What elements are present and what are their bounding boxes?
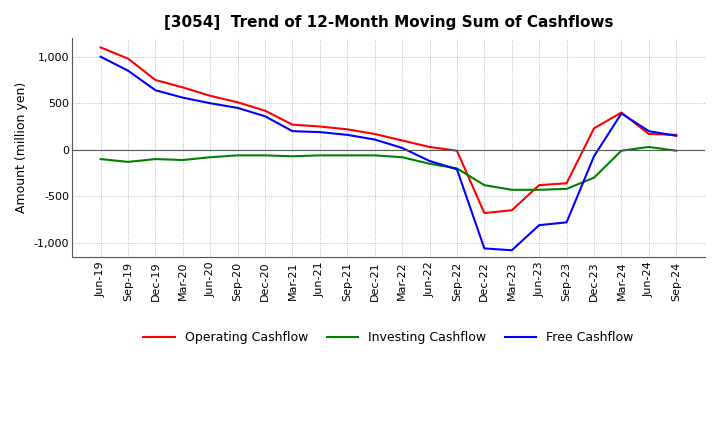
Free Cashflow — [96, 54, 105, 59]
Free Cashflow — [288, 128, 297, 134]
Operating Cashflow — [179, 85, 187, 90]
Free Cashflow — [398, 145, 407, 150]
Operating Cashflow — [288, 122, 297, 127]
Line: Investing Cashflow: Investing Cashflow — [101, 147, 676, 190]
Free Cashflow — [480, 246, 489, 251]
Free Cashflow — [562, 220, 571, 225]
Free Cashflow — [426, 158, 434, 164]
Investing Cashflow — [343, 153, 351, 158]
Free Cashflow — [315, 129, 324, 135]
Operating Cashflow — [426, 144, 434, 150]
Free Cashflow — [644, 128, 653, 134]
Legend: Operating Cashflow, Investing Cashflow, Free Cashflow: Operating Cashflow, Investing Cashflow, … — [138, 326, 639, 349]
Line: Free Cashflow: Free Cashflow — [101, 57, 676, 250]
Free Cashflow — [151, 88, 160, 93]
Free Cashflow — [508, 248, 516, 253]
Investing Cashflow — [151, 157, 160, 162]
Free Cashflow — [233, 105, 242, 110]
Investing Cashflow — [233, 153, 242, 158]
Operating Cashflow — [672, 132, 680, 138]
Operating Cashflow — [508, 208, 516, 213]
Operating Cashflow — [590, 126, 598, 131]
Free Cashflow — [617, 111, 626, 116]
Investing Cashflow — [261, 153, 269, 158]
Investing Cashflow — [398, 154, 407, 160]
Operating Cashflow — [233, 100, 242, 105]
Y-axis label: Amount (million yen): Amount (million yen) — [15, 82, 28, 213]
Free Cashflow — [124, 68, 132, 73]
Free Cashflow — [370, 137, 379, 142]
Operating Cashflow — [562, 181, 571, 186]
Operating Cashflow — [644, 131, 653, 136]
Investing Cashflow — [480, 183, 489, 188]
Operating Cashflow — [617, 110, 626, 115]
Operating Cashflow — [96, 45, 105, 50]
Investing Cashflow — [288, 154, 297, 159]
Investing Cashflow — [535, 187, 544, 192]
Operating Cashflow — [453, 148, 462, 154]
Free Cashflow — [206, 101, 215, 106]
Free Cashflow — [261, 114, 269, 119]
Investing Cashflow — [562, 186, 571, 191]
Free Cashflow — [343, 132, 351, 138]
Investing Cashflow — [370, 153, 379, 158]
Operating Cashflow — [151, 77, 160, 83]
Investing Cashflow — [672, 148, 680, 154]
Operating Cashflow — [124, 56, 132, 61]
Investing Cashflow — [453, 166, 462, 171]
Investing Cashflow — [644, 144, 653, 150]
Investing Cashflow — [508, 187, 516, 192]
Line: Operating Cashflow: Operating Cashflow — [101, 48, 676, 213]
Investing Cashflow — [96, 157, 105, 162]
Investing Cashflow — [590, 175, 598, 180]
Free Cashflow — [179, 95, 187, 100]
Operating Cashflow — [261, 108, 269, 114]
Investing Cashflow — [426, 161, 434, 166]
Operating Cashflow — [206, 93, 215, 99]
Free Cashflow — [453, 167, 462, 172]
Free Cashflow — [672, 133, 680, 139]
Operating Cashflow — [480, 210, 489, 216]
Operating Cashflow — [535, 183, 544, 188]
Title: [3054]  Trend of 12-Month Moving Sum of Cashflows: [3054] Trend of 12-Month Moving Sum of C… — [163, 15, 613, 30]
Investing Cashflow — [617, 148, 626, 154]
Investing Cashflow — [179, 158, 187, 163]
Operating Cashflow — [398, 138, 407, 143]
Operating Cashflow — [370, 131, 379, 136]
Investing Cashflow — [315, 153, 324, 158]
Operating Cashflow — [343, 127, 351, 132]
Investing Cashflow — [206, 154, 215, 160]
Free Cashflow — [590, 154, 598, 159]
Operating Cashflow — [315, 124, 324, 129]
Investing Cashflow — [124, 159, 132, 165]
Free Cashflow — [535, 223, 544, 228]
